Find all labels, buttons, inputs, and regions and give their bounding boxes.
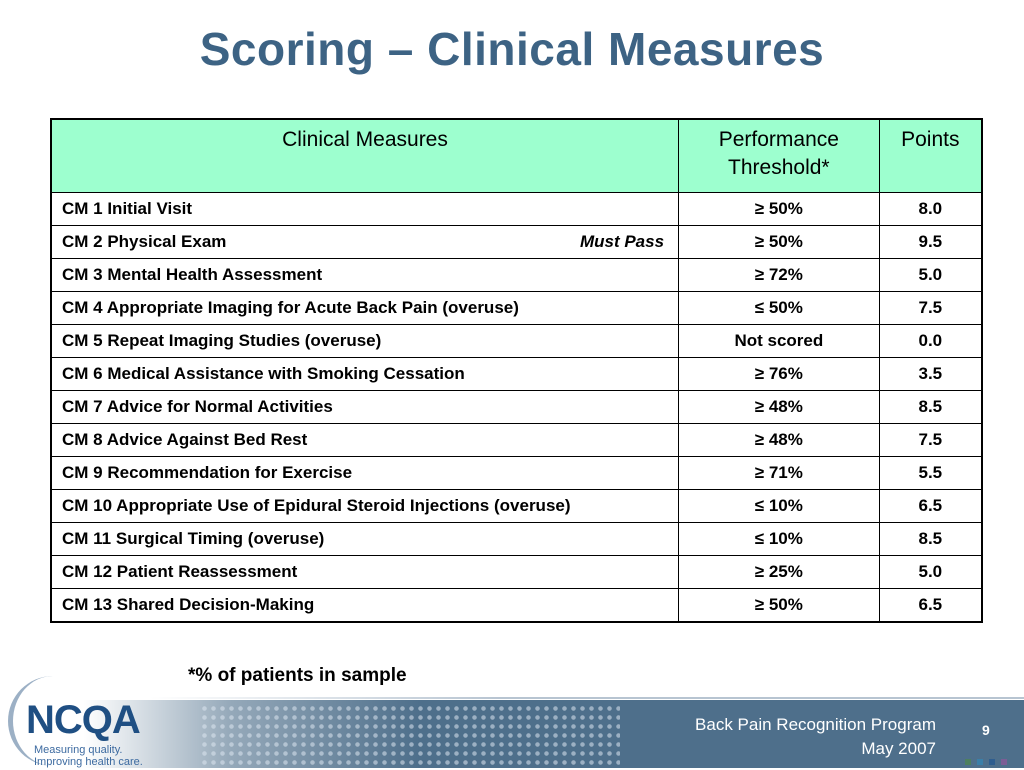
measure-note: Must Pass (579, 232, 665, 251)
threshold-cell: ≥ 71% (678, 456, 880, 490)
points-cell: 9.5 (878, 225, 983, 259)
measure-cell: CM 2 Physical Exam Must Pass (50, 225, 680, 259)
table-row: CM 10 Appropriate Use of Epidural Steroi… (50, 489, 983, 523)
threshold-cell: ≥ 48% (678, 390, 880, 424)
points-cell: 8.5 (878, 390, 983, 424)
table-row: CM 11 Surgical Timing (overuse) ≤ 10% 8.5 (50, 522, 983, 556)
table-row: CM 1 Initial Visit ≥ 50% 8.0 (50, 192, 983, 226)
threshold-cell: ≥ 25% (678, 555, 880, 589)
footer-divider-line (150, 697, 1024, 699)
table-row: CM 6 Medical Assistance with Smoking Ces… (50, 357, 983, 391)
measure-name: CM 10 Appropriate Use of Epidural Steroi… (62, 496, 571, 515)
measure-name: CM 12 Patient Reassessment (62, 562, 298, 581)
header-threshold-line2: Threshold* (728, 156, 830, 179)
footnote: *% of patients in sample (188, 665, 407, 686)
measure-name: CM 1 Initial Visit (62, 199, 193, 218)
points-cell: 5.0 (878, 258, 983, 292)
header-performance-threshold: Performance Threshold* (678, 118, 880, 193)
measure-cell: CM 8 Advice Against Bed Rest (50, 423, 680, 457)
color-square-icon (965, 759, 971, 765)
threshold-cell: ≥ 48% (678, 423, 880, 457)
threshold-cell: ≥ 76% (678, 357, 880, 391)
threshold-cell: ≥ 72% (678, 258, 880, 292)
measure-name: CM 6 Medical Assistance with Smoking Ces… (62, 364, 465, 383)
threshold-cell: Not scored (678, 324, 880, 358)
measure-name: CM 4 Appropriate Imaging for Acute Back … (62, 298, 519, 317)
points-cell: 8.0 (878, 192, 983, 226)
logo-tagline-line1: Measuring quality. (34, 744, 123, 756)
threshold-cell: ≥ 50% (678, 588, 880, 622)
points-cell: 7.5 (878, 291, 983, 325)
footer-program-info: Back Pain Recognition Program May 2007 (695, 713, 936, 761)
logo-swoosh-icon (8, 676, 83, 766)
points-cell: 5.5 (878, 456, 983, 490)
table-row: CM 13 Shared Decision-Making ≥ 50% 6.5 (50, 588, 983, 622)
measure-cell: CM 12 Patient Reassessment (50, 555, 680, 589)
points-cell: 6.5 (878, 489, 983, 523)
measure-cell: CM 9 Recommendation for Exercise (50, 456, 680, 490)
table-row: CM 3 Mental Health Assessment ≥ 72% 5.0 (50, 258, 983, 292)
measure-name: CM 9 Recommendation for Exercise (62, 463, 353, 482)
threshold-cell: ≥ 50% (678, 192, 880, 226)
measure-cell: CM 13 Shared Decision-Making (50, 588, 680, 622)
color-square-icon (1001, 759, 1007, 765)
measure-name: CM 2 Physical Exam (62, 232, 227, 251)
measure-cell: CM 7 Advice for Normal Activities (50, 390, 680, 424)
page-number: 9 (982, 722, 990, 738)
table-row: CM 2 Physical Exam Must Pass ≥ 50% 9.5 (50, 225, 983, 259)
slide-title: Scoring – Clinical Measures (199, 23, 825, 75)
measure-name: CM 8 Advice Against Bed Rest (62, 430, 308, 449)
measure-name: CM 5 Repeat Imaging Studies (overuse) (62, 331, 382, 350)
table-row: CM 5 Repeat Imaging Studies (overuse) Not… (50, 324, 983, 358)
table-row: CM 4 Appropriate Imaging for Acute Back … (50, 291, 983, 325)
measure-cell: CM 6 Medical Assistance with Smoking Ces… (50, 357, 680, 391)
footer-color-squares (965, 752, 1013, 765)
table-row: CM 9 Recommendation for Exercise ≥ 71% 5.5 (50, 456, 983, 490)
logo-tagline: Measuring quality. Improving health care… (34, 744, 143, 768)
points-cell: 0.0 (878, 324, 983, 358)
color-square-icon (977, 759, 983, 765)
points-cell: 8.5 (878, 522, 983, 556)
points-cell: 3.5 (878, 357, 983, 391)
footer-program-name: Back Pain Recognition Program (695, 715, 936, 734)
points-cell: 7.5 (878, 423, 983, 457)
points-cell: 6.5 (878, 588, 983, 622)
table-row: CM 8 Advice Against Bed Rest ≥ 48% 7.5 (50, 423, 983, 457)
ncqa-logo: NCQA Measuring quality. Improving health… (0, 676, 200, 768)
color-square-icon (989, 759, 995, 765)
measure-cell: CM 5 Repeat Imaging Studies (overuse) (50, 324, 680, 358)
header-points: Points (878, 118, 983, 193)
threshold-cell: ≤ 10% (678, 522, 880, 556)
logo-tagline-line2: Improving health care. (34, 756, 143, 768)
measure-cell: CM 4 Appropriate Imaging for Acute Back … (50, 291, 680, 325)
table-header-row: Clinical Measures Performance Threshold*… (50, 118, 983, 193)
measure-cell: CM 1 Initial Visit (50, 192, 680, 226)
measure-cell: CM 10 Appropriate Use of Epidural Steroi… (50, 489, 680, 523)
header-clinical-measures: Clinical Measures (50, 118, 680, 193)
threshold-cell: ≤ 10% (678, 489, 880, 523)
measure-cell: CM 11 Surgical Timing (overuse) (50, 522, 680, 556)
table-row: CM 12 Patient Reassessment ≥ 25% 5.0 (50, 555, 983, 589)
points-cell: 5.0 (878, 555, 983, 589)
threshold-cell: ≤ 50% (678, 291, 880, 325)
footer-date: May 2007 (861, 739, 936, 758)
threshold-cell: ≥ 50% (678, 225, 880, 259)
measure-name: CM 11 Surgical Timing (overuse) (62, 529, 325, 548)
clinical-measures-table: Clinical Measures Performance Threshold*… (50, 118, 983, 623)
header-threshold-line1: Performance (718, 128, 839, 151)
measure-name: CM 3 Mental Health Assessment (62, 265, 323, 284)
footer-dot-pattern (200, 704, 620, 766)
table-body: CM 1 Initial Visit ≥ 50% 8.0 CM 2 Physical … (50, 192, 983, 622)
measure-name: CM 13 Shared Decision-Making (62, 594, 315, 614)
table-row: CM 7 Advice for Normal Activities ≥ 48% 8.… (50, 390, 983, 424)
logo-wordmark: NCQA (26, 698, 141, 742)
measure-name: CM 7 Advice for Normal Activities (62, 397, 333, 416)
measure-cell: CM 3 Mental Health Assessment (50, 258, 680, 292)
